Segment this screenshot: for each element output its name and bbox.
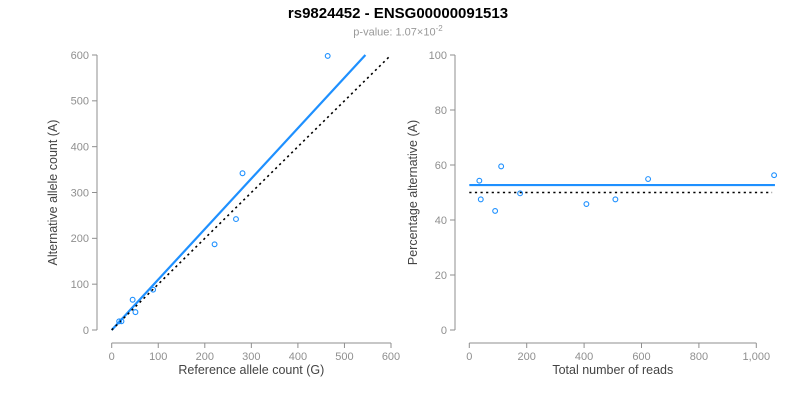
x-tick-label: 1,000 [743,351,771,363]
x-tick-label: 800 [690,351,708,363]
x-tick-label: 600 [382,351,400,363]
pvalue-text: p-value: 1.07×10 [353,26,436,39]
data-point [132,309,139,316]
y-tick-label: 20 [435,270,447,282]
data-point [498,163,505,170]
y-tick-label: 80 [435,105,447,117]
data-point [517,190,524,197]
percentage-vs-reads-scatter: 0 20 40 60 80 100 0 200 400 600 800 1,000 Total numb… [406,50,778,377]
x-tick-label: 400 [575,351,593,363]
y-tick-label: 400 [71,142,89,154]
x-tick-label: 400 [289,351,307,363]
data-point [239,170,246,177]
y-tick-label: 60 [435,160,447,172]
data-point [129,296,136,303]
data-point [476,177,483,184]
y-tick-label: 500 [71,96,89,108]
figure-title: rs9824452 - ENSG00000091513 [287,5,509,22]
x-tick-label: 600 [632,351,650,363]
x-axis-title: Reference allele count (G) [178,363,324,377]
identity-line [111,54,392,331]
data-point [771,172,778,179]
y-tick-label: 0 [83,325,89,337]
x-tick-label: 300 [242,351,260,363]
data-point [324,52,331,59]
x-tick-label: 0 [109,351,115,363]
data-point [150,286,157,293]
x-tick-label: 0 [466,351,472,363]
y-axis-title: Percentage alternative (A) [406,120,420,265]
y-tick-label: 600 [71,50,89,62]
y-tick-label: 100 [429,50,447,62]
x-axis-title: Total number of reads [552,363,673,377]
x-tick-label: 100 [149,351,167,363]
y-tick-label: 0 [441,325,447,337]
x-tick-label: 500 [335,351,353,363]
x-tick-label: 200 [196,351,214,363]
x-tick-label: 200 [518,351,536,363]
y-tick-label: 40 [435,215,447,227]
y-tick-label: 200 [71,233,89,245]
fitted-allelic-ratio-line [110,54,367,331]
y-tick-label: 100 [71,279,89,291]
data-point [492,207,499,214]
data-point [118,318,125,325]
data-point [233,216,239,223]
y-tick-label: 300 [71,187,89,199]
data-point [116,318,123,325]
data-point [612,196,619,203]
allele-count-scatter: 0 100 200 300 400 500 600 0 100 200 300 400 500 600 Re… [46,50,400,377]
pvalue-subtitle: p-value: 1.07×10-2 [0,24,796,39]
data-point [211,241,218,248]
data-point [645,176,652,182]
data-point [477,196,484,203]
data-point [583,201,590,208]
y-axis-title: Alternative allele count (A) [46,120,60,266]
pvalue-exponent: -2 [435,24,443,33]
